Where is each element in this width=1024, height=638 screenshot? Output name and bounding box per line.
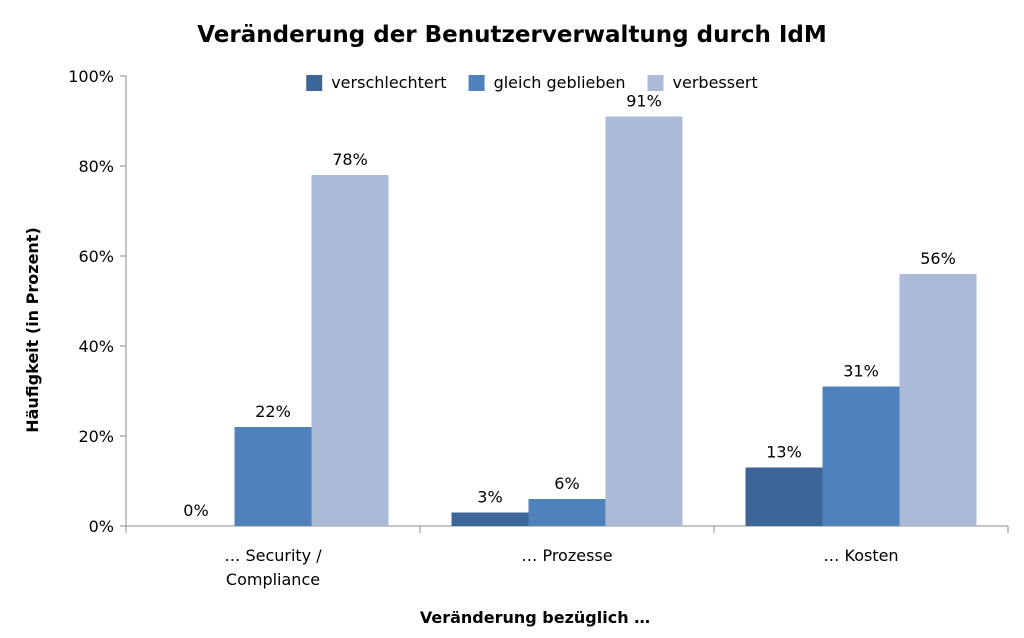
y-axis: 0% 20% 40% 60% 80% 100% — [68, 67, 127, 536]
legend-item: gleich geblieben — [468, 73, 626, 92]
y-tick-label: 20% — [78, 427, 114, 446]
y-tick-label: 0% — [89, 517, 114, 536]
data-label: 78% — [332, 150, 368, 169]
data-label: 0% — [183, 501, 208, 520]
bar — [605, 116, 683, 526]
bar — [745, 467, 823, 526]
bar — [822, 386, 900, 526]
legend: verschlechtert gleich geblieben verbessert — [306, 73, 758, 92]
bar — [311, 175, 389, 526]
legend-label: gleich geblieben — [494, 73, 626, 92]
data-label: 6% — [554, 474, 579, 493]
data-label: 56% — [920, 249, 956, 268]
x-category-label: … Kosten — [823, 546, 898, 565]
bar — [899, 274, 977, 526]
legend-swatch — [306, 75, 323, 91]
x-axis: … Security / Compliance … Prozesse … Kosten — [125, 525, 1009, 589]
legend-item: verbessert — [647, 73, 758, 92]
data-label: 3% — [477, 488, 502, 507]
legend-item: verschlechtert — [306, 73, 447, 92]
y-axis-title: Häufigkeit (in Prozent) — [23, 227, 42, 433]
y-tick-label: 80% — [78, 157, 114, 176]
legend-label: verbessert — [673, 73, 758, 92]
legend-swatch — [468, 75, 485, 91]
y-tick-label: 100% — [68, 67, 114, 86]
legend-label: verschlechtert — [331, 73, 446, 92]
data-label: 22% — [255, 402, 291, 421]
data-labels: 0% 3% 13% 22% 6% 31% 78% 91% 56% — [183, 92, 955, 521]
data-label: 13% — [766, 443, 802, 462]
chart-title: Veränderung der Benutzerverwaltung durch… — [197, 22, 827, 48]
data-label: 31% — [843, 362, 879, 381]
x-category-label: … Prozesse — [521, 546, 612, 565]
legend-swatch — [647, 75, 664, 91]
data-label: 91% — [626, 92, 662, 111]
bar — [528, 499, 606, 526]
y-tick-label: 40% — [78, 337, 114, 356]
y-tick-label: 60% — [78, 247, 114, 266]
bars — [234, 116, 977, 526]
bar — [234, 427, 312, 526]
x-category-label: … Security / Compliance — [224, 546, 322, 589]
x-axis-title: Veränderung bezüglich … — [420, 608, 650, 627]
bar — [451, 512, 529, 526]
